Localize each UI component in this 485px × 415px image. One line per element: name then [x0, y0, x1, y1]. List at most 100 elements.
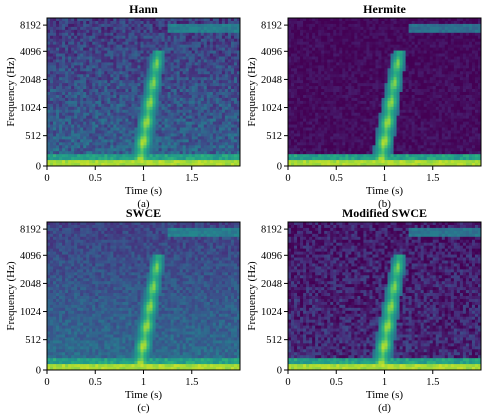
- heatmap-cell: [68, 56, 72, 60]
- heatmap-cell: [357, 80, 361, 84]
- heatmap-cell: [92, 83, 96, 87]
- heatmap-cell: [131, 139, 135, 143]
- heatmap-cell: [215, 35, 220, 40]
- heatmap-cell: [155, 53, 159, 57]
- heatmap-cell: [233, 118, 238, 122]
- heatmap-cell: [89, 32, 93, 37]
- heatmap-cell: [200, 29, 205, 34]
- heatmap-cell: [294, 133, 298, 137]
- heatmap-cell: [294, 41, 298, 46]
- heatmap-cell: [92, 115, 96, 120]
- heatmap-cell: [369, 71, 373, 75]
- heatmap-cell: [351, 44, 355, 48]
- heatmap-cell: [164, 163, 169, 167]
- heatmap-cell: [191, 142, 196, 146]
- heatmap-cell: [378, 56, 382, 60]
- heatmap-cell: [227, 68, 232, 72]
- heatmap-cell: [339, 20, 343, 25]
- heatmap-cell: [86, 89, 90, 93]
- heatmap-cell: [354, 41, 358, 46]
- heatmap-cell: [164, 151, 169, 155]
- heatmap-cell: [110, 83, 114, 87]
- heatmap-cell: [113, 38, 117, 43]
- heatmap-cell: [215, 59, 220, 63]
- heatmap-cell: [98, 41, 102, 46]
- heatmap-cell: [185, 97, 190, 102]
- heatmap-cell: [336, 86, 340, 90]
- heatmap-cell: [224, 32, 229, 37]
- heatmap-cell: [227, 97, 232, 102]
- heatmap-cell: [212, 71, 217, 75]
- heatmap-cell: [188, 62, 193, 66]
- heatmap-cell: [315, 53, 319, 57]
- heatmap-cell: [369, 145, 373, 149]
- heatmap-cell: [342, 74, 346, 78]
- heatmap-cell: [300, 20, 304, 25]
- heatmap-cell: [327, 148, 331, 152]
- heatmap-cell: [80, 106, 84, 111]
- heatmap-cell: [143, 103, 147, 108]
- heatmap-cell: [194, 160, 199, 164]
- heatmap-cell: [306, 38, 310, 43]
- heatmap-cell: [110, 145, 114, 149]
- heatmap-cell: [65, 163, 69, 167]
- heatmap-cell: [158, 100, 162, 105]
- heatmap-cell: [309, 100, 313, 105]
- heatmap-cell: [333, 151, 337, 155]
- heatmap-cell: [390, 139, 394, 143]
- heatmap-cell: [119, 112, 123, 117]
- heatmap-cell: [89, 157, 93, 161]
- heatmap-cell: [330, 154, 334, 158]
- heatmap-cell: [65, 77, 69, 81]
- heatmap-cell: [56, 35, 60, 40]
- heatmap-cell: [206, 145, 211, 149]
- heatmap-cell: [354, 59, 358, 63]
- heatmap-cell: [170, 71, 175, 75]
- heatmap-cell: [158, 89, 162, 93]
- heatmap-cell: [83, 44, 87, 48]
- heatmap-cell: [146, 94, 150, 99]
- heatmap-cell: [176, 100, 181, 105]
- heatmap-cell: [50, 106, 54, 111]
- heatmap-cell: [47, 20, 51, 25]
- heatmap-cell: [381, 62, 385, 66]
- heatmap-cell: [110, 23, 114, 28]
- heatmap-cell: [95, 154, 99, 158]
- heatmap-cell: [327, 20, 331, 25]
- heatmap-cell: [288, 35, 292, 40]
- heatmap-cell: [65, 103, 69, 108]
- heatmap-cell: [71, 47, 75, 51]
- heatmap-cell: [357, 130, 361, 134]
- heatmap-cell: [390, 109, 394, 114]
- heatmap-cell: [185, 23, 190, 28]
- heatmap-cell: [191, 29, 196, 34]
- heatmap-cell: [83, 139, 87, 143]
- y-axis-label: Frequency (Hz): [5, 57, 17, 127]
- heatmap-cell: [224, 35, 229, 40]
- heatmap-cell: [143, 32, 147, 37]
- heatmap-cell: [59, 32, 63, 37]
- heatmap-cell: [164, 53, 169, 57]
- heatmap-cell: [92, 41, 96, 46]
- heatmap-cell: [101, 121, 105, 125]
- heatmap-cell: [86, 151, 90, 155]
- heatmap-cell: [125, 106, 129, 111]
- heatmap-cell: [167, 59, 172, 63]
- heatmap-cell: [131, 89, 135, 93]
- heatmap-cell: [342, 154, 346, 158]
- heatmap-cell: [236, 106, 241, 111]
- heatmap-cell: [47, 145, 51, 149]
- heatmap-cell: [188, 151, 193, 155]
- heatmap-cell: [83, 53, 87, 57]
- heatmap-cell: [65, 83, 69, 87]
- heatmap-cell: [206, 142, 211, 146]
- heatmap-cell: [179, 92, 184, 96]
- heatmap-cell: [233, 151, 238, 155]
- heatmap-cell: [336, 94, 340, 99]
- heatmap-cell: [152, 130, 156, 134]
- heatmap-cell: [224, 160, 229, 164]
- heatmap-cell: [185, 56, 190, 60]
- heatmap-cell: [330, 115, 334, 120]
- heatmap-cell: [89, 160, 93, 164]
- heatmap-cell: [206, 23, 211, 28]
